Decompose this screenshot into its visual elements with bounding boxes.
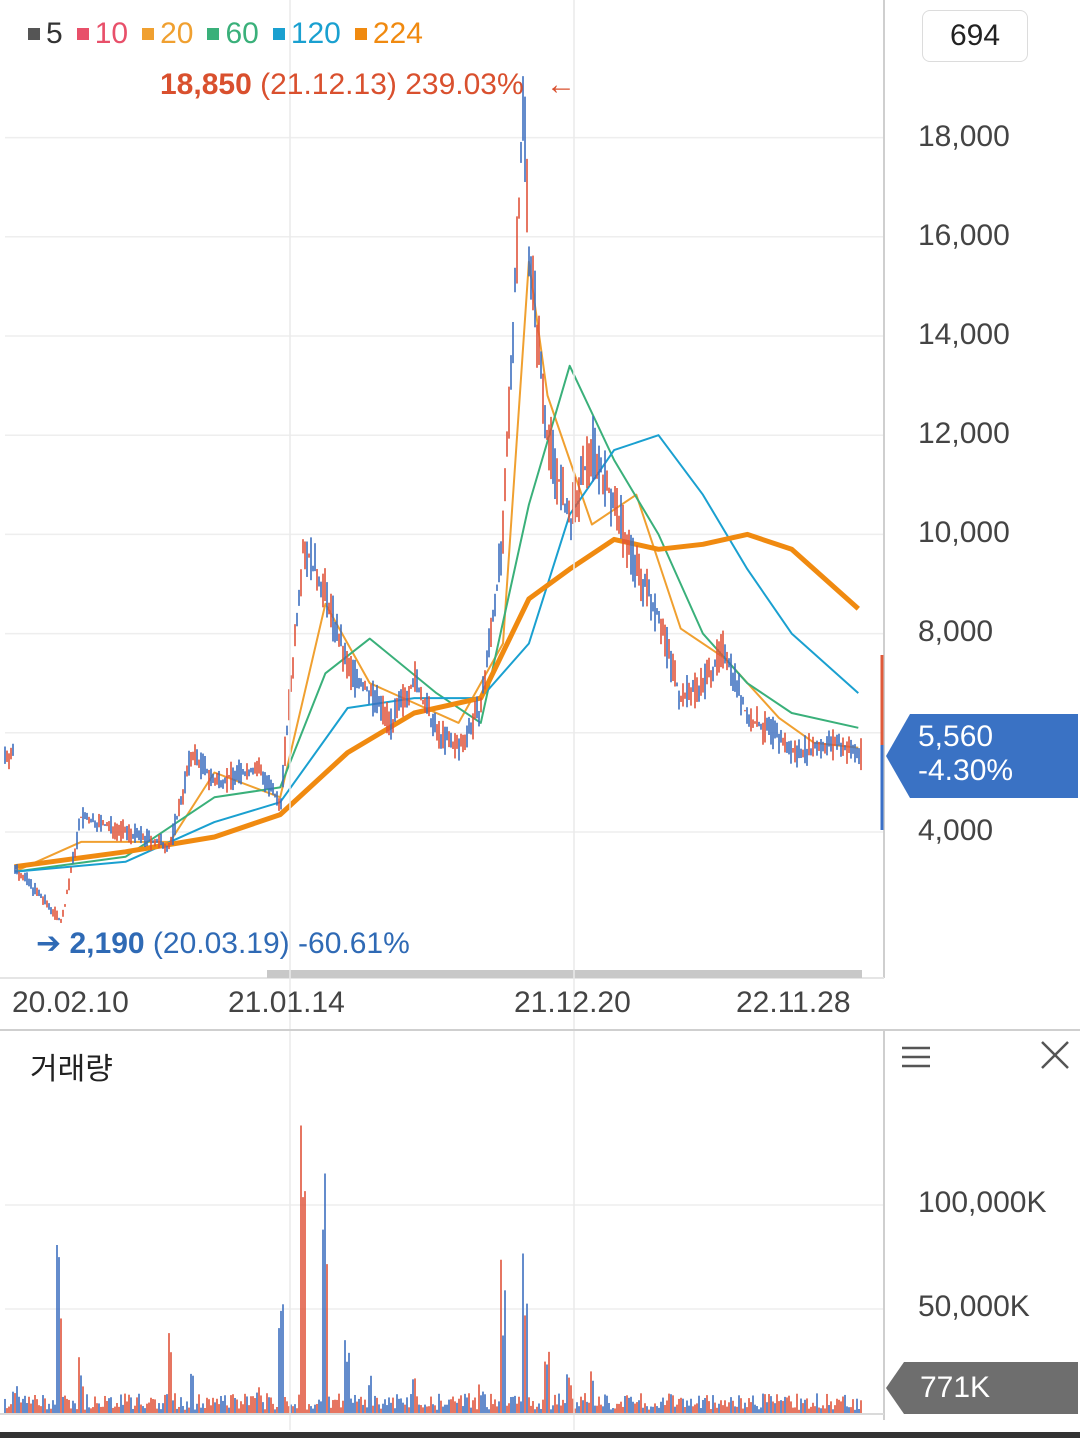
legend-item-5[interactable]: 5 (28, 14, 63, 54)
high-annotation: 18,850 (21.12.13) 239.03% ← (160, 68, 576, 102)
legend-item-20[interactable]: 20 (142, 14, 193, 54)
x-tick-3: 21.12.20 (514, 986, 631, 1019)
x-tick-1: 20.02.10 (12, 986, 129, 1019)
legend-swatch-60 (207, 28, 220, 40)
legend-label-5: 5 (46, 17, 63, 50)
legend-swatch-20 (142, 28, 155, 40)
y-tick-4000: 4,000 (918, 814, 994, 847)
legend-label-224: 224 (372, 17, 423, 50)
close-icon[interactable] (1034, 1034, 1078, 1078)
left-arrow-icon: ← (546, 68, 576, 101)
y-tick-12000: 12,000 (918, 417, 1010, 450)
current-volume-tag: 771K (886, 1362, 1078, 1414)
legend-swatch-224 (354, 28, 367, 40)
legend-item-120[interactable]: 120 (272, 14, 341, 54)
y-tick-14000: 14,000 (918, 318, 1010, 351)
legend-item-224[interactable]: 224 (354, 14, 423, 54)
low-price: 2,190 (69, 927, 145, 960)
y-tick-18000: 18,000 (918, 120, 1010, 153)
legend-label-10: 10 (94, 17, 129, 50)
current-price-tag: 5,560 -4.30% (886, 714, 1078, 798)
legend-item-10[interactable]: 10 (76, 14, 129, 54)
low-annotation: ➔ 2,190 (20.03.19) -60.61% (36, 926, 410, 961)
legend-swatch-5 (28, 28, 40, 40)
grid-lines (5, 136, 884, 1310)
low-pct: -60.61% (298, 927, 410, 960)
x-tick-4: 22.11.28 (736, 986, 851, 1019)
high-price: 18,850 (160, 68, 252, 101)
ma-line-20 (14, 260, 859, 873)
legend-item-60[interactable]: 60 (207, 14, 259, 54)
menu-icon[interactable] (894, 1036, 938, 1080)
y-tick-10000: 10,000 (918, 516, 1010, 549)
ma-line-224 (14, 531, 860, 870)
ma-line-60 (14, 364, 859, 873)
bottom-bar (0, 1432, 1080, 1438)
legend-label-60: 60 (225, 17, 259, 50)
high-pct: 239.03% (405, 68, 524, 101)
chart-legend: 5 10 20 60 120 224 (28, 14, 423, 54)
moving-average-lines (14, 260, 860, 873)
low-date: (20.03.19) (152, 927, 290, 960)
y-tick-16000: 16,000 (918, 219, 1010, 252)
scroll-handle[interactable] (267, 970, 862, 978)
current-price: 5,560 (918, 720, 994, 753)
price-box[interactable]: 694 (922, 10, 1028, 62)
volume-tick-100000k: 100,000K (918, 1186, 1047, 1219)
current-volume: 771K (920, 1371, 991, 1404)
high-date: (21.12.13) (260, 68, 397, 101)
legend-swatch-10 (76, 28, 89, 40)
legend-label-20: 20 (160, 17, 194, 50)
volume-title: 거래량 (30, 1053, 113, 1086)
legend-swatch-120 (272, 28, 285, 40)
x-tick-2: 21.01.14 (228, 986, 345, 1019)
price-candles (4, 76, 862, 923)
current-change: -4.30% (918, 754, 1014, 787)
y-tick-8000: 8,000 (918, 615, 994, 648)
ma-line-120 (14, 434, 859, 873)
right-arrow-icon: ➔ (36, 927, 62, 960)
legend-label-120: 120 (290, 17, 341, 50)
volume-tick-50000k: 50,000K (918, 1290, 1030, 1323)
volume-bars (4, 1125, 862, 1414)
